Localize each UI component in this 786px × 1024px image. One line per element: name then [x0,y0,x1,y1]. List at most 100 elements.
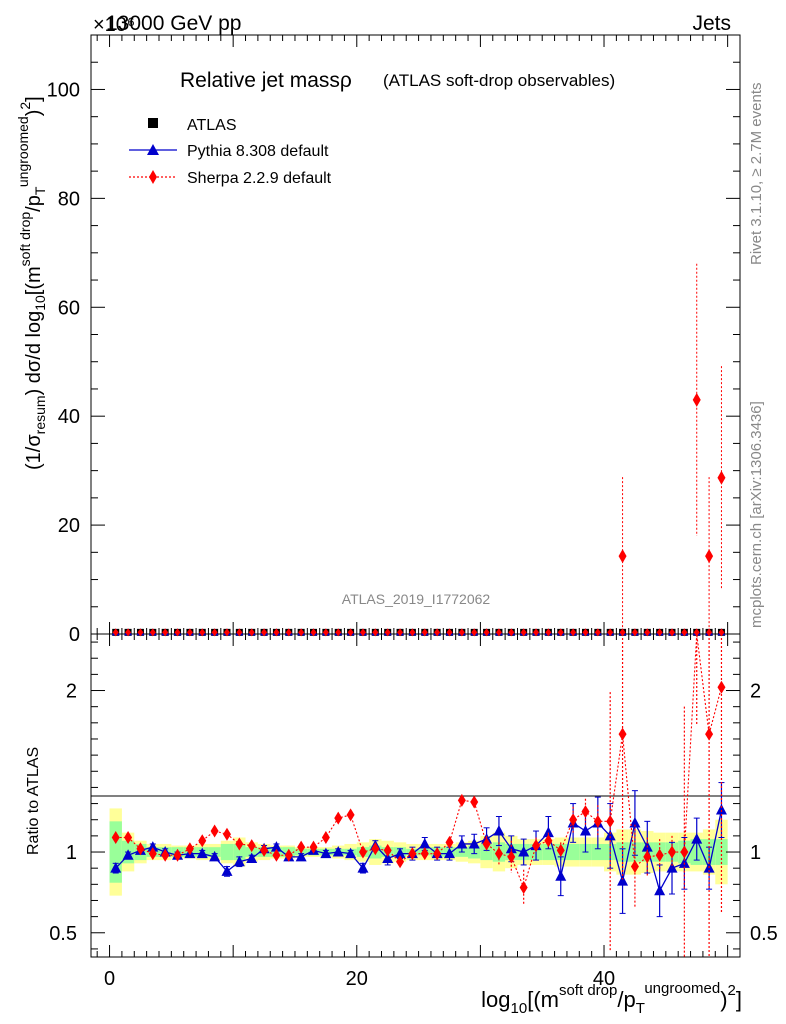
sherpa-main-marker [570,628,577,637]
pythia-ratio-point [617,875,629,886]
pythia-ratio-point [221,865,233,876]
pythia-ratio-point [246,852,258,863]
pythia-ratio-point [122,849,134,860]
sherpa-main-marker [706,628,713,637]
sherpa-ratio-point [482,837,491,851]
sherpa-ratio-point [457,793,466,807]
sherpa-ratio-point [371,842,380,856]
ratio-y-tick-label: 2 [66,681,77,703]
ratio-y-tick-label: 0.5 [49,923,77,945]
ratio-band-green [566,843,580,861]
sherpa-ratio-point [111,830,120,844]
sherpa-main-marker [631,628,638,637]
ratio-band-green [591,843,605,861]
pythia-ratio-point [666,862,678,873]
ratio-y-tick-label: 1 [66,842,77,864]
main-y-axis-label: (1/σresum) dσ/d log10[(msoft drop/pTungr… [15,96,48,470]
pythia-ratio-point [715,804,727,815]
x-tick-label: 0 [104,968,115,990]
sherpa-main-marker [644,628,651,637]
sherpa-ratio-point [643,850,652,864]
sherpa-main-marker [125,628,132,637]
main-y-tick-label: 20 [58,515,80,537]
sherpa-ratio-point [309,840,318,854]
pythia-ratio-point [604,829,616,841]
sherpa-ratio-point [321,830,330,844]
sherpa-main-marker [112,628,119,637]
sherpa-ratio-point [136,842,145,856]
main-y-tick-label: 40 [58,406,80,428]
sherpa-main-marker [261,628,268,637]
sherpa-main-marker [483,628,490,637]
sherpa-ratio-point [705,727,714,741]
sherpa-ratio-point [569,813,578,827]
sherpa-main-marker [409,628,416,637]
pythia-ratio-point [493,825,505,836]
sherpa-ratio-point [210,824,219,838]
sherpa-ratio-point [396,855,405,869]
sherpa-ratio-point [433,847,442,861]
sherpa-main-marker [397,628,404,637]
sherpa-main-marker [186,628,193,637]
sherpa-main-marker [594,628,601,637]
sherpa-main-point [692,392,701,407]
sherpa-main-marker [236,628,243,637]
x-tick-label: 40 [593,968,615,990]
legend-pythia-marker [147,144,159,155]
sherpa-main-marker [693,628,700,637]
sherpa-ratio-point [532,839,541,853]
sherpa-ratio-point [593,814,602,828]
axis-exponent: ×10⁶ [93,14,135,36]
sherpa-main-point [618,549,627,564]
pythia-ratio-point [382,852,394,863]
sherpa-main-marker [471,628,478,637]
legend-sherpa-marker [149,170,157,184]
pythia-ratio-point [443,847,455,859]
pythia-ratio-point [320,847,332,859]
pythia-ratio-point [209,850,221,862]
sherpa-ratio-point [581,805,590,819]
sherpa-main-marker [137,628,144,637]
sherpa-main-marker [681,628,688,637]
pythia-ratio-point [654,884,666,896]
pythia-ratio-point [678,857,690,868]
sherpa-ratio-point [717,680,726,694]
sherpa-ratio-point [235,837,244,851]
pythia-ratio-point [345,847,357,859]
sherpa-main-marker [285,628,292,637]
ratio-band-green [233,843,246,861]
sherpa-main-marker [607,628,614,637]
sherpa-ratio-point [618,727,627,741]
sherpa-ratio-point [222,827,231,841]
legend-pythia-label: Pythia 8.308 default [187,143,329,160]
ratio-y-tick-label-right: 2 [750,681,761,703]
sherpa-main-marker [310,628,317,637]
sherpa-ratio-point [260,843,269,857]
pythia-ratio-point [270,841,282,852]
sherpa-ratio-point [519,881,528,895]
sherpa-ratio-point [198,834,207,848]
sherpa-main-marker [199,628,206,637]
sherpa-main-marker [619,628,626,637]
header-jets: Jets [692,12,731,35]
sherpa-main-marker [446,628,453,637]
sherpa-ratio-point [544,834,553,848]
ratio-y-axis-label: Ratio to ATLAS [25,747,42,855]
sherpa-ratio-point [185,842,194,856]
sherpa-main-marker [384,628,391,637]
pythia-ratio-point [542,826,554,838]
pythia-ratio-point [196,847,208,859]
pythia-ratio-point [555,870,567,881]
sherpa-main-marker [211,628,218,637]
pythia-ratio-point [505,842,517,854]
sherpa-ratio-point [408,847,417,861]
ratio-band-green [542,843,555,861]
data-series [110,263,727,957]
sherpa-main-marker [273,628,280,637]
sherpa-ratio-point [124,830,133,844]
legend-sherpa-label: Sherpa 2.2.9 default [187,170,332,187]
sherpa-main-marker [322,628,329,637]
sherpa-main-point [705,549,714,564]
analysis-watermark: ATLAS_2019_I1772062 [342,591,491,607]
